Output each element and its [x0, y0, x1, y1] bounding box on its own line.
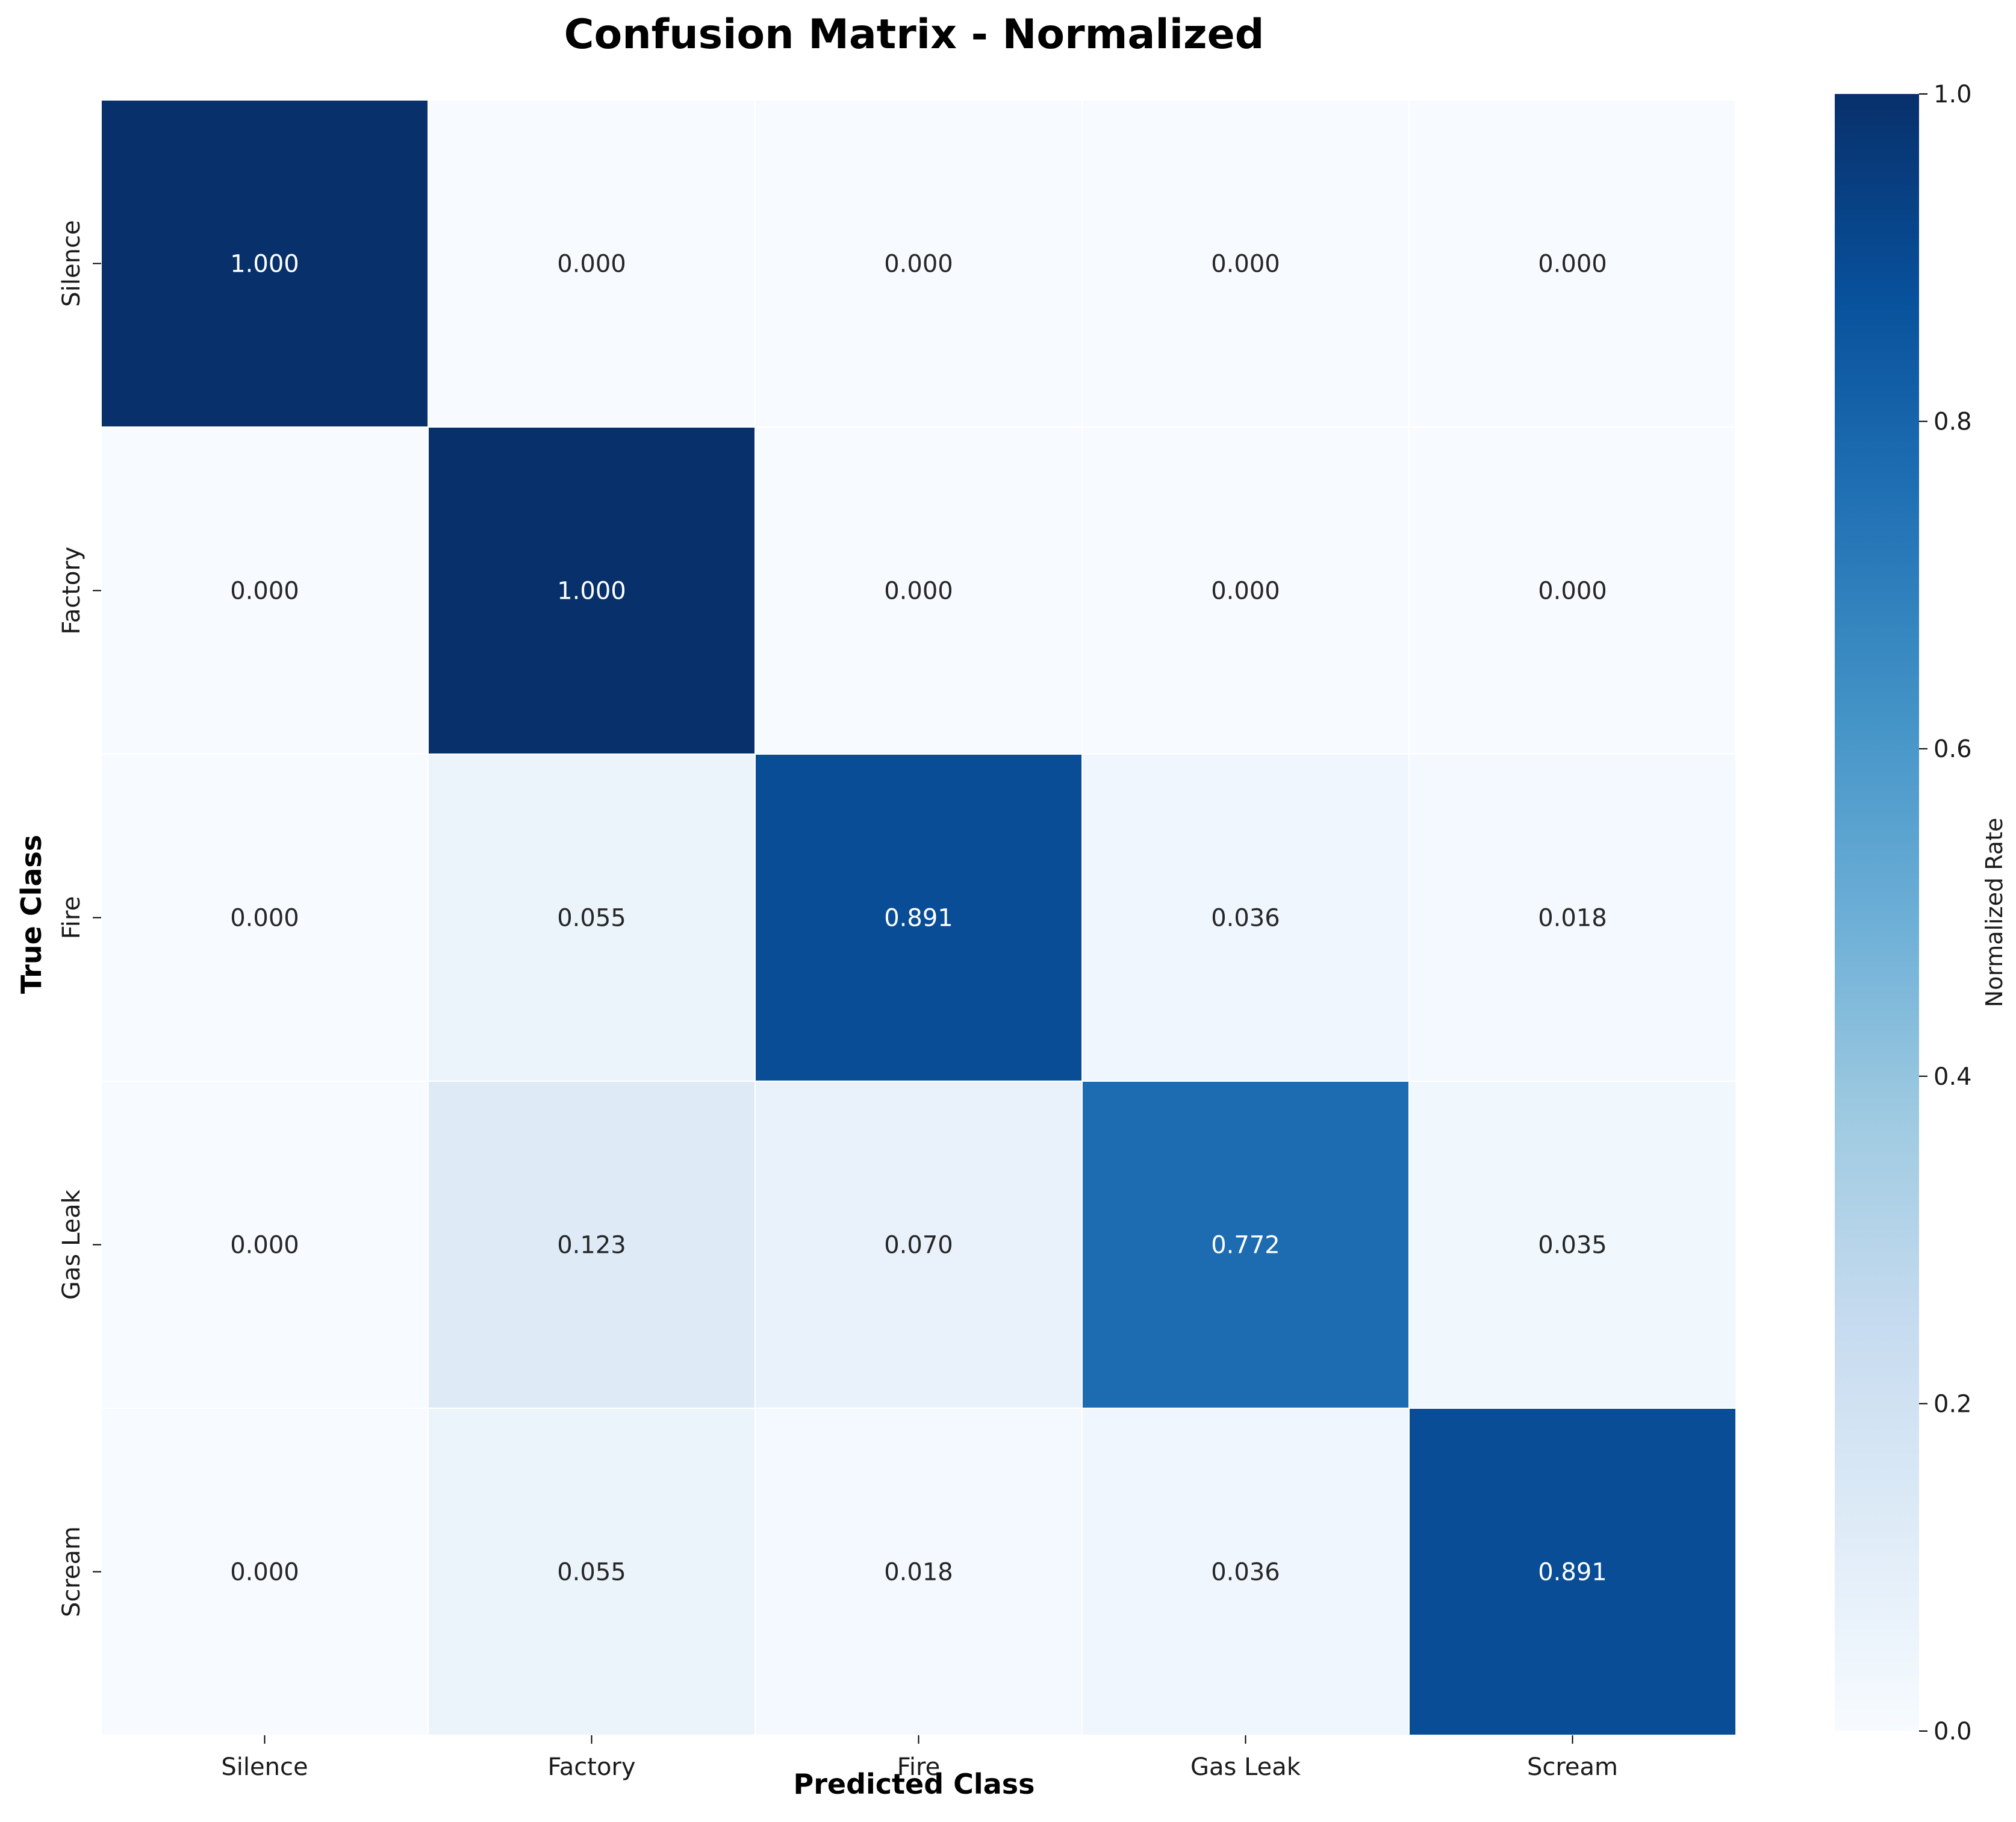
heatmap-cell	[1408, 1408, 1737, 1736]
heatmap-cell	[101, 426, 429, 755]
heatmap-cell	[754, 426, 1083, 755]
cell-value-label: 0.000	[230, 578, 299, 605]
y-tick-label: Factory	[58, 546, 86, 634]
x-tick-label: Factory	[547, 1753, 635, 1781]
cell-value-label: 0.000	[1538, 578, 1607, 605]
x-tick-label: Gas Leak	[1190, 1753, 1301, 1781]
heatmap-cell	[1408, 753, 1737, 1082]
heatmap-cell	[428, 753, 756, 1082]
heatmap-cell	[754, 753, 1083, 1082]
cell-value-label: 1.000	[557, 578, 626, 605]
cell-value-label: 0.000	[230, 905, 299, 932]
cell-value-label: 0.000	[1211, 251, 1280, 278]
heatmap-cell	[428, 1408, 756, 1736]
heatmap-cell	[1408, 426, 1737, 755]
heatmap-cell	[1408, 99, 1737, 428]
y-tick-label: Gas Leak	[58, 1189, 86, 1300]
heatmap-cell	[1408, 1081, 1737, 1409]
cell-value-label: 0.000	[1538, 251, 1607, 278]
cell-value-label: 0.055	[557, 905, 626, 932]
cell-value-label: 0.891	[1538, 1559, 1607, 1586]
heatmap-cell	[1081, 1081, 1410, 1409]
heatmap-cell	[101, 99, 429, 428]
heatmap-cell	[428, 1081, 756, 1409]
colorbar-tick-label: 0.4	[1934, 1063, 1972, 1091]
colorbar-tick-label: 1.0	[1934, 81, 1972, 108]
cell-value-label: 0.070	[884, 1232, 953, 1259]
cell-value-label: 0.018	[1538, 905, 1607, 932]
y-tick-label: Scream	[58, 1526, 86, 1617]
colorbar-tick-label: 0.2	[1934, 1390, 1972, 1418]
colorbar-tick-label: 0.8	[1934, 408, 1972, 436]
colorbar-title: Normalized Rate	[1981, 818, 2008, 1008]
cell-value-label: 0.000	[557, 251, 626, 278]
colorbar-gradient	[1835, 94, 1919, 1731]
cell-value-label: 0.000	[1211, 578, 1280, 605]
chart-title: Confusion Matrix - Normalized	[564, 11, 1265, 58]
colorbar: 0.0 0.2 0.4 0.6 0.8 1.0 Normalized Rate	[1835, 81, 2008, 1746]
cell-value-label: 0.018	[884, 1559, 953, 1586]
cell-value-label: 0.036	[1211, 905, 1280, 932]
heatmap-cell	[1081, 99, 1410, 428]
x-tick-label: Scream	[1527, 1753, 1618, 1781]
colorbar-ticks: 0.0 0.2 0.4 0.6 0.8 1.0	[1919, 81, 1972, 1746]
cell-value-label: 0.123	[557, 1232, 626, 1259]
heatmap-cell	[754, 99, 1083, 428]
heatmap-cell	[428, 99, 756, 428]
cell-value-label: 0.035	[1538, 1232, 1607, 1259]
colorbar-tick-label: 0.0	[1934, 1718, 1972, 1746]
x-tick-label: Silence	[221, 1753, 308, 1781]
x-axis-ticks: Silence Factory Fire Gas Leak Scream	[221, 1735, 1618, 1781]
y-axis-title: True Class	[15, 835, 48, 994]
heatmap-cell	[1081, 753, 1410, 1082]
heatmap-cell	[101, 1408, 429, 1736]
cell-value-label: 0.891	[884, 905, 953, 932]
heatmap-cell	[428, 426, 756, 755]
colorbar-tick-label: 0.6	[1934, 735, 1972, 763]
heatmap-cell	[754, 1408, 1083, 1736]
heatmap-cell-labels: 1.000 0.000 0.000 0.000 0.000 0.000 1.000 0.000…	[230, 251, 1607, 1586]
y-axis-ticks: Silence Factory Fire Gas Leak Scream	[58, 220, 101, 1617]
y-tick-label: Fire	[58, 896, 86, 939]
cell-value-label: 0.055	[557, 1559, 626, 1586]
heatmap-cell	[754, 1081, 1083, 1409]
cell-value-label: 1.000	[230, 251, 299, 278]
cell-value-label: 0.000	[230, 1559, 299, 1586]
cell-value-label: 0.000	[884, 578, 953, 605]
cell-value-label: 0.000	[230, 1232, 299, 1259]
cell-value-label: 0.772	[1211, 1232, 1280, 1259]
y-tick-label: Silence	[58, 220, 86, 307]
cell-value-label: 0.000	[884, 251, 953, 278]
cell-value-label: 0.036	[1211, 1559, 1280, 1586]
heatmap-cells	[101, 99, 1737, 1736]
x-axis-title: Predicted Class	[793, 1768, 1034, 1800]
x-tick-label: Fire	[897, 1753, 940, 1781]
